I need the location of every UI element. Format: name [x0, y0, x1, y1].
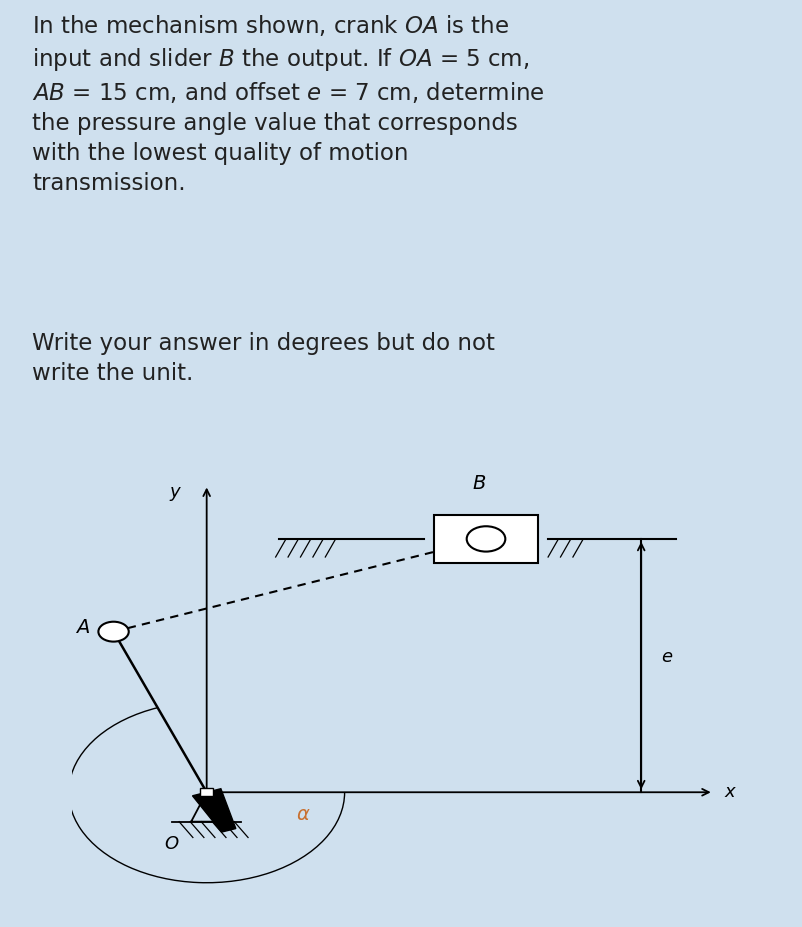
Text: $e$: $e$	[662, 648, 674, 666]
Text: $x$: $x$	[724, 783, 738, 801]
Text: $O$: $O$	[164, 835, 180, 853]
Bar	[200, 788, 213, 796]
Bar	[435, 515, 537, 563]
Circle shape	[467, 527, 505, 552]
Text: $y$: $y$	[169, 485, 182, 502]
Polygon shape	[192, 789, 236, 832]
Circle shape	[99, 622, 129, 641]
Text: Write your answer in degrees but do not
write the unit.: Write your answer in degrees but do not …	[32, 332, 495, 385]
Text: $B$: $B$	[472, 474, 486, 493]
Text: In the mechanism shown, crank $OA$ is the
input and slider $B$ the output. If $O: In the mechanism shown, crank $OA$ is th…	[32, 13, 545, 195]
Text: $\alpha$: $\alpha$	[296, 806, 310, 824]
Text: $A$: $A$	[75, 617, 90, 637]
